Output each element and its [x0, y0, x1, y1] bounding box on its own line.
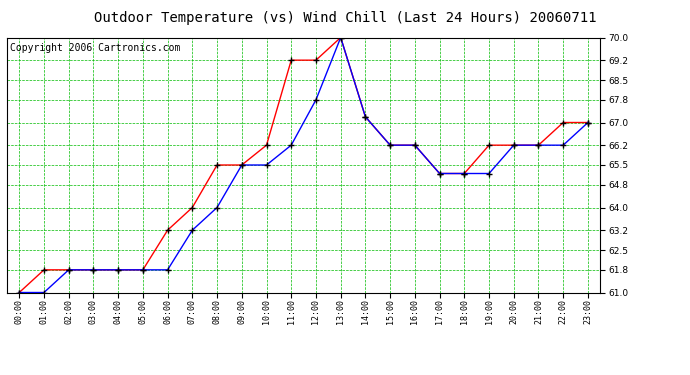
Text: Copyright 2006 Cartronics.com: Copyright 2006 Cartronics.com [10, 43, 180, 52]
Text: Outdoor Temperature (vs) Wind Chill (Last 24 Hours) 20060711: Outdoor Temperature (vs) Wind Chill (Las… [94, 11, 596, 25]
